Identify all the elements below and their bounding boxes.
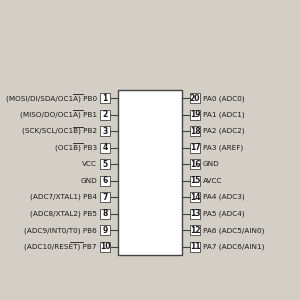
Text: (ADC10/RESET) PB7: (ADC10/RESET) PB7 [25,244,97,250]
Text: 12: 12 [190,226,200,235]
Text: PA4 (ADC3): PA4 (ADC3) [203,194,244,200]
Bar [100,242,110,252]
Text: 3: 3 [102,127,108,136]
Bar [190,159,200,169]
Text: (MISO/DO/OC1A) PB1: (MISO/DO/OC1A) PB1 [20,112,97,118]
Text: 5: 5 [102,160,108,169]
Bar [190,143,200,153]
Text: PA3 (AREF): PA3 (AREF) [203,145,243,151]
Bar [190,93,200,103]
Bar [100,192,110,202]
Text: VCC: VCC [82,161,97,167]
Text: PA6 (ADC5/AIN0): PA6 (ADC5/AIN0) [203,227,264,233]
Text: (OC1B) PB3: (OC1B) PB3 [55,145,97,151]
Bar [100,159,110,169]
Text: 2: 2 [102,110,108,119]
Text: 11: 11 [190,242,200,251]
Text: 7: 7 [102,193,108,202]
Text: 18: 18 [190,127,200,136]
Text: 8: 8 [102,209,108,218]
Text: 14: 14 [190,193,200,202]
Text: (ADC8/XTAL2) PB5: (ADC8/XTAL2) PB5 [30,211,97,217]
Bar [190,110,200,120]
Text: PA1 (ADC1): PA1 (ADC1) [203,112,244,118]
Text: 16: 16 [190,160,200,169]
Bar [190,192,200,202]
Bar [118,90,182,255]
Text: 17: 17 [190,143,200,152]
Bar [190,209,200,219]
Bar [100,143,110,153]
Text: AVCC: AVCC [203,178,223,184]
Text: GND: GND [203,161,220,167]
Bar [190,176,200,186]
Bar [100,93,110,103]
Text: 9: 9 [102,226,108,235]
Text: 20: 20 [190,94,200,103]
Text: (ADC9/INT0/T0) PB6: (ADC9/INT0/T0) PB6 [24,227,97,233]
Text: (SCK/SCL/OC1B) PB2: (SCK/SCL/OC1B) PB2 [22,128,97,134]
Text: 1: 1 [102,94,108,103]
Bar [190,242,200,252]
Bar [190,126,200,136]
Text: 4: 4 [102,143,108,152]
Text: 19: 19 [190,110,200,119]
Text: GND: GND [80,178,97,184]
Text: PA5 (ADC4): PA5 (ADC4) [203,211,244,217]
Bar [100,126,110,136]
Bar [190,225,200,235]
Bar [100,176,110,186]
Text: 15: 15 [190,176,200,185]
Text: PA7 (ADC6/AIN1): PA7 (ADC6/AIN1) [203,244,264,250]
Text: PA0 (ADC0): PA0 (ADC0) [203,95,244,101]
Text: PA2 (ADC2): PA2 (ADC2) [203,128,244,134]
Bar [100,110,110,120]
Text: (ADC7/XTAL1) PB4: (ADC7/XTAL1) PB4 [30,194,97,200]
Text: 10: 10 [100,242,110,251]
Bar [100,225,110,235]
Text: 6: 6 [102,176,108,185]
Text: (MOSI/DI/SDA/OC1A) PB0: (MOSI/DI/SDA/OC1A) PB0 [6,95,97,101]
Bar [100,209,110,219]
Text: 13: 13 [190,209,200,218]
